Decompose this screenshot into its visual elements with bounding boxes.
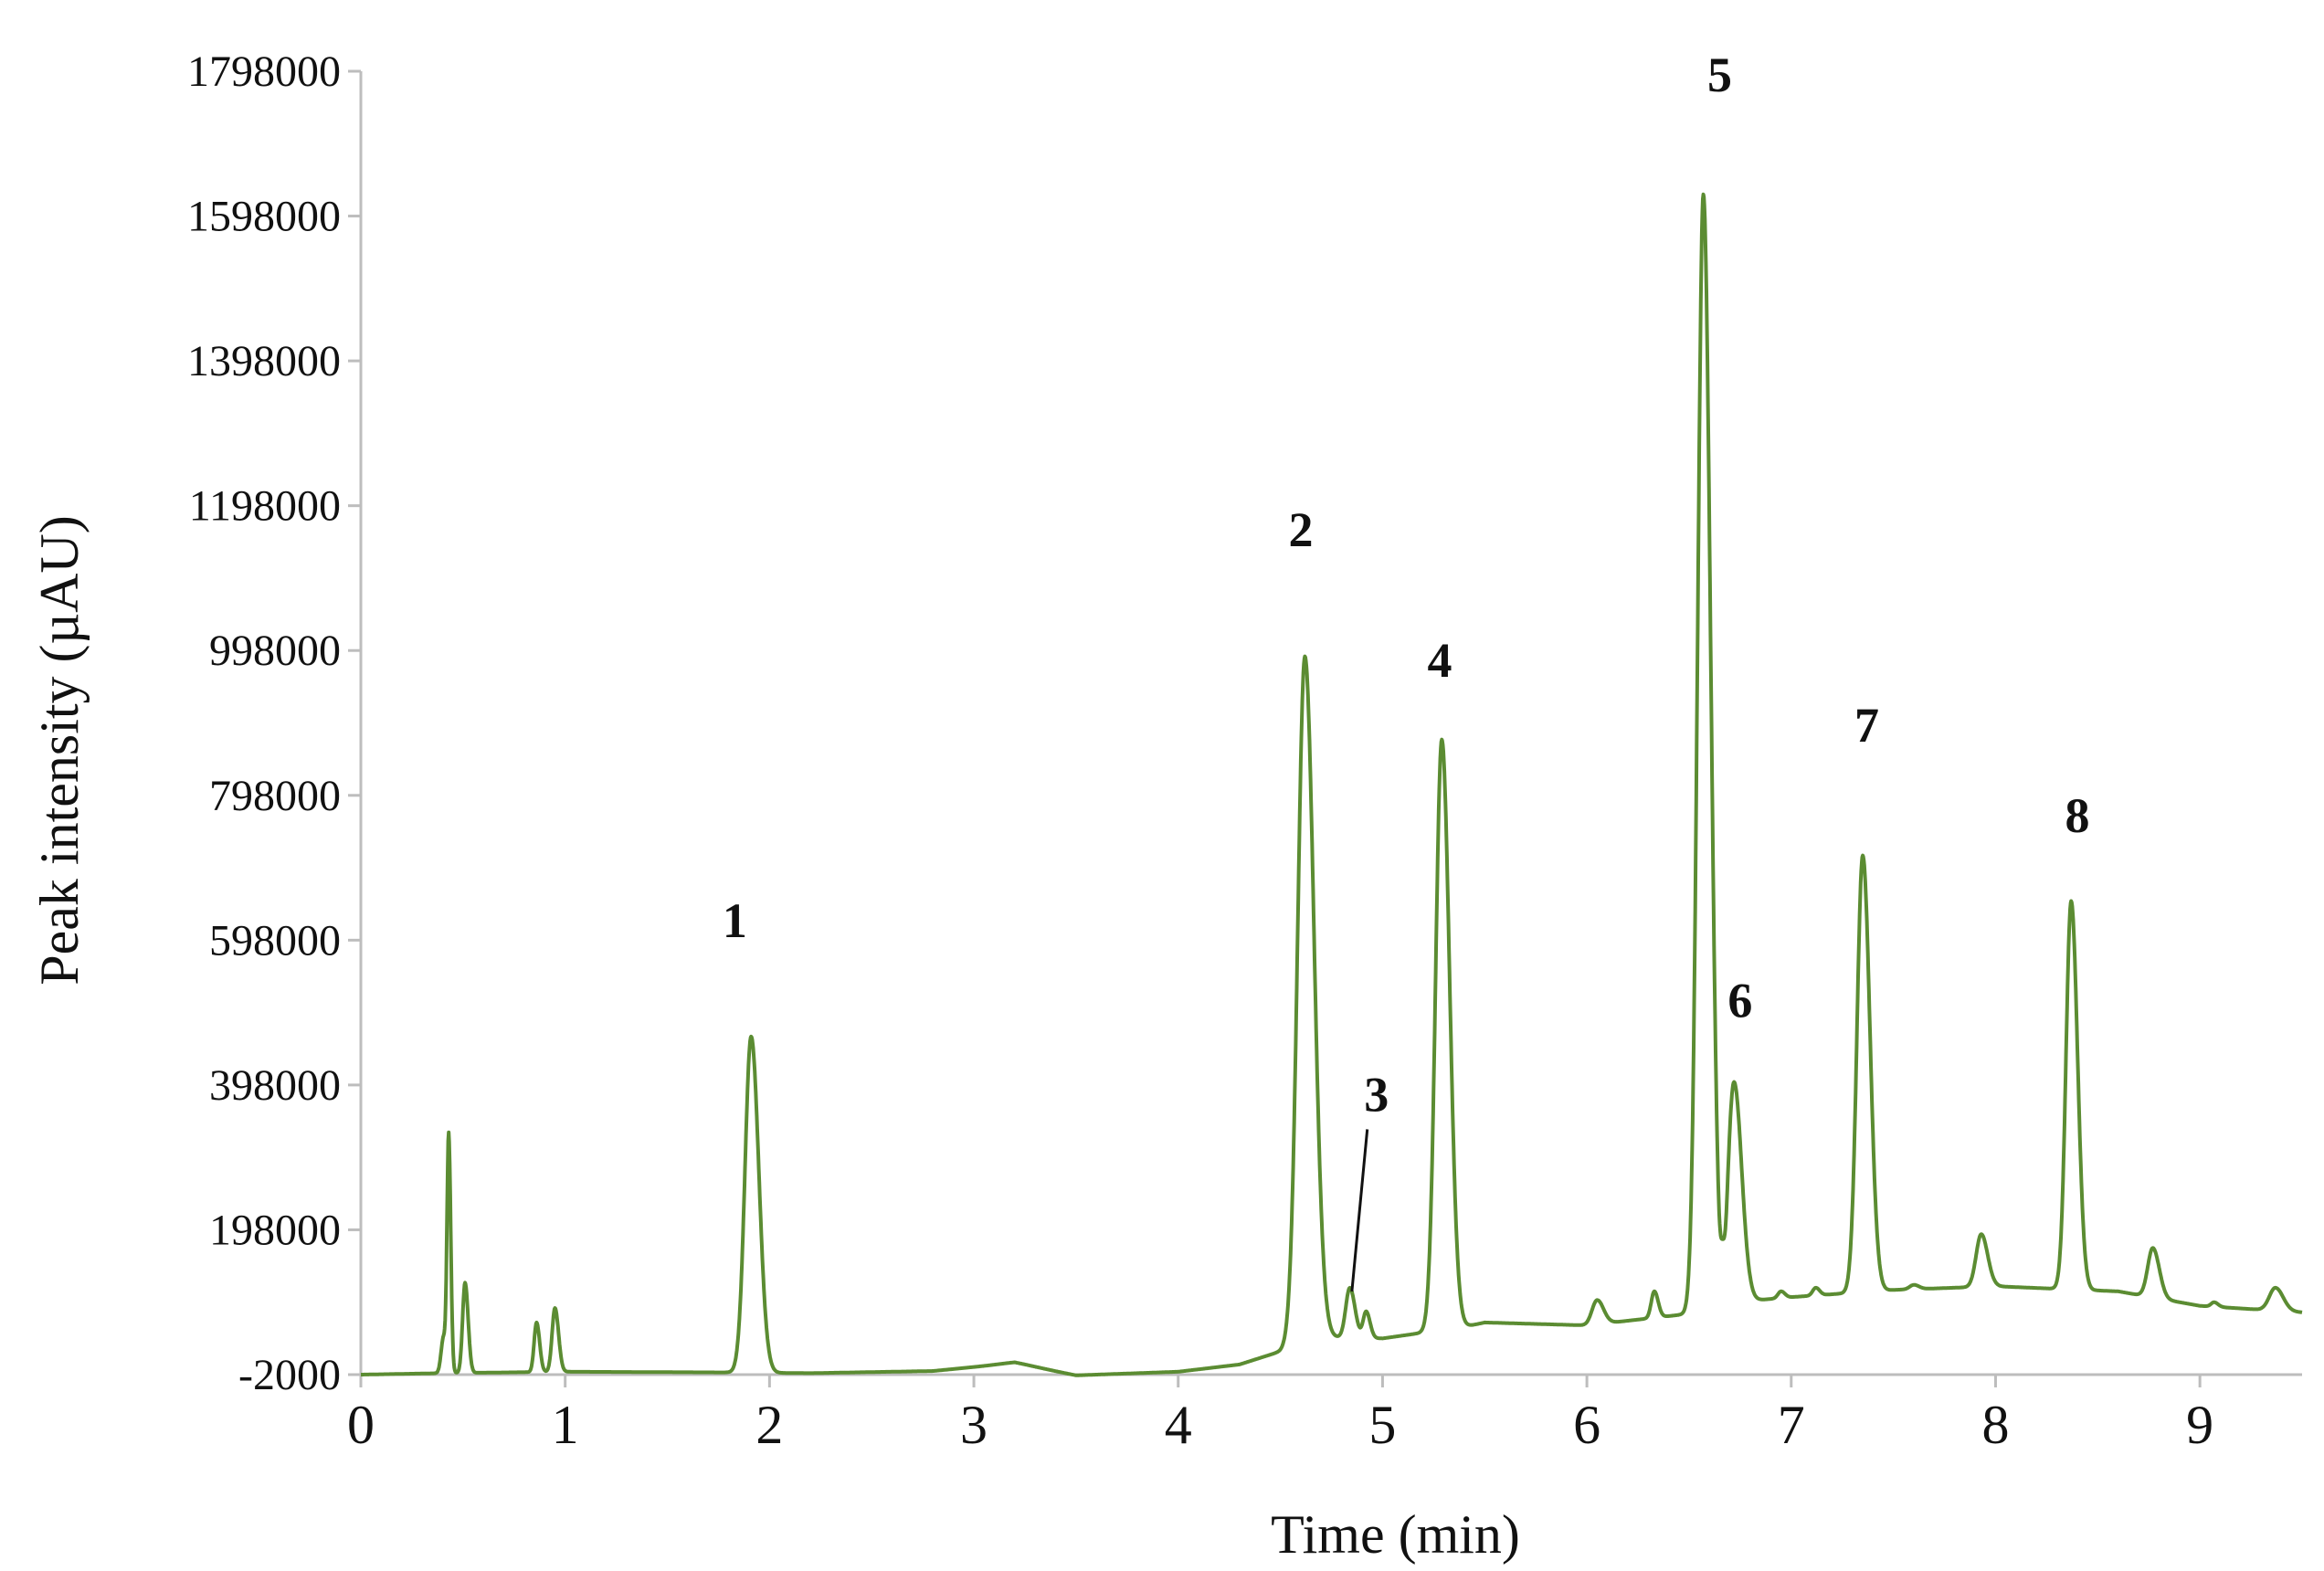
peak-label-3: 3: [1364, 1067, 1389, 1122]
y-tick-label: 798000: [209, 772, 341, 820]
x-tick-label: 4: [1165, 1395, 1192, 1455]
y-tick-label: 398000: [209, 1061, 341, 1110]
peak-label-8: 8: [2065, 788, 2089, 843]
y-tick-label: 1598000: [187, 193, 341, 241]
y-tick-label: 1798000: [187, 47, 341, 96]
x-tick-label: 8: [1981, 1395, 2009, 1455]
x-tick-label: 2: [755, 1395, 783, 1455]
peak-labels: 1 2 3 4 5 6 7 8: [723, 47, 2089, 1292]
y-tick-label: 198000: [209, 1206, 341, 1254]
peak-3-leader-line: [1350, 1129, 1369, 1292]
x-tick-label: 3: [960, 1395, 988, 1455]
chromatogram-line: [359, 192, 2304, 1377]
x-axis-title: Time (min): [1271, 1504, 1520, 1565]
peak-label-2: 2: [1288, 502, 1313, 557]
y-tick-label: 998000: [209, 627, 341, 675]
x-tick-label: 7: [1778, 1395, 1805, 1455]
y-axis-title: Peak intensity (µAU): [29, 515, 90, 985]
x-axis: 0 1 2 3 4 5 6 7 8 9: [347, 1373, 2302, 1455]
peak-label-6: 6: [1727, 973, 1752, 1028]
y-tick-label: 598000: [209, 916, 341, 965]
peak-label-7: 7: [1854, 698, 1879, 753]
peak-label-5: 5: [1707, 47, 1732, 102]
series-layer: [359, 192, 2304, 1377]
y-tick-label: 1198000: [189, 482, 341, 531]
y-tick-label: 1398000: [187, 337, 341, 385]
y-axis: -2000 198000 398000 598000 798000 998000 11980…: [187, 47, 363, 1399]
x-tick-label: 9: [2186, 1395, 2213, 1455]
peak-label-1: 1: [723, 893, 747, 948]
x-tick-label: 1: [552, 1395, 579, 1455]
peak-label-4: 4: [1428, 633, 1452, 688]
x-tick-label: 0: [347, 1395, 375, 1455]
x-tick-label: 6: [1573, 1395, 1600, 1455]
x-tick-label: 5: [1368, 1395, 1396, 1455]
y-tick-label: -2000: [238, 1351, 341, 1399]
